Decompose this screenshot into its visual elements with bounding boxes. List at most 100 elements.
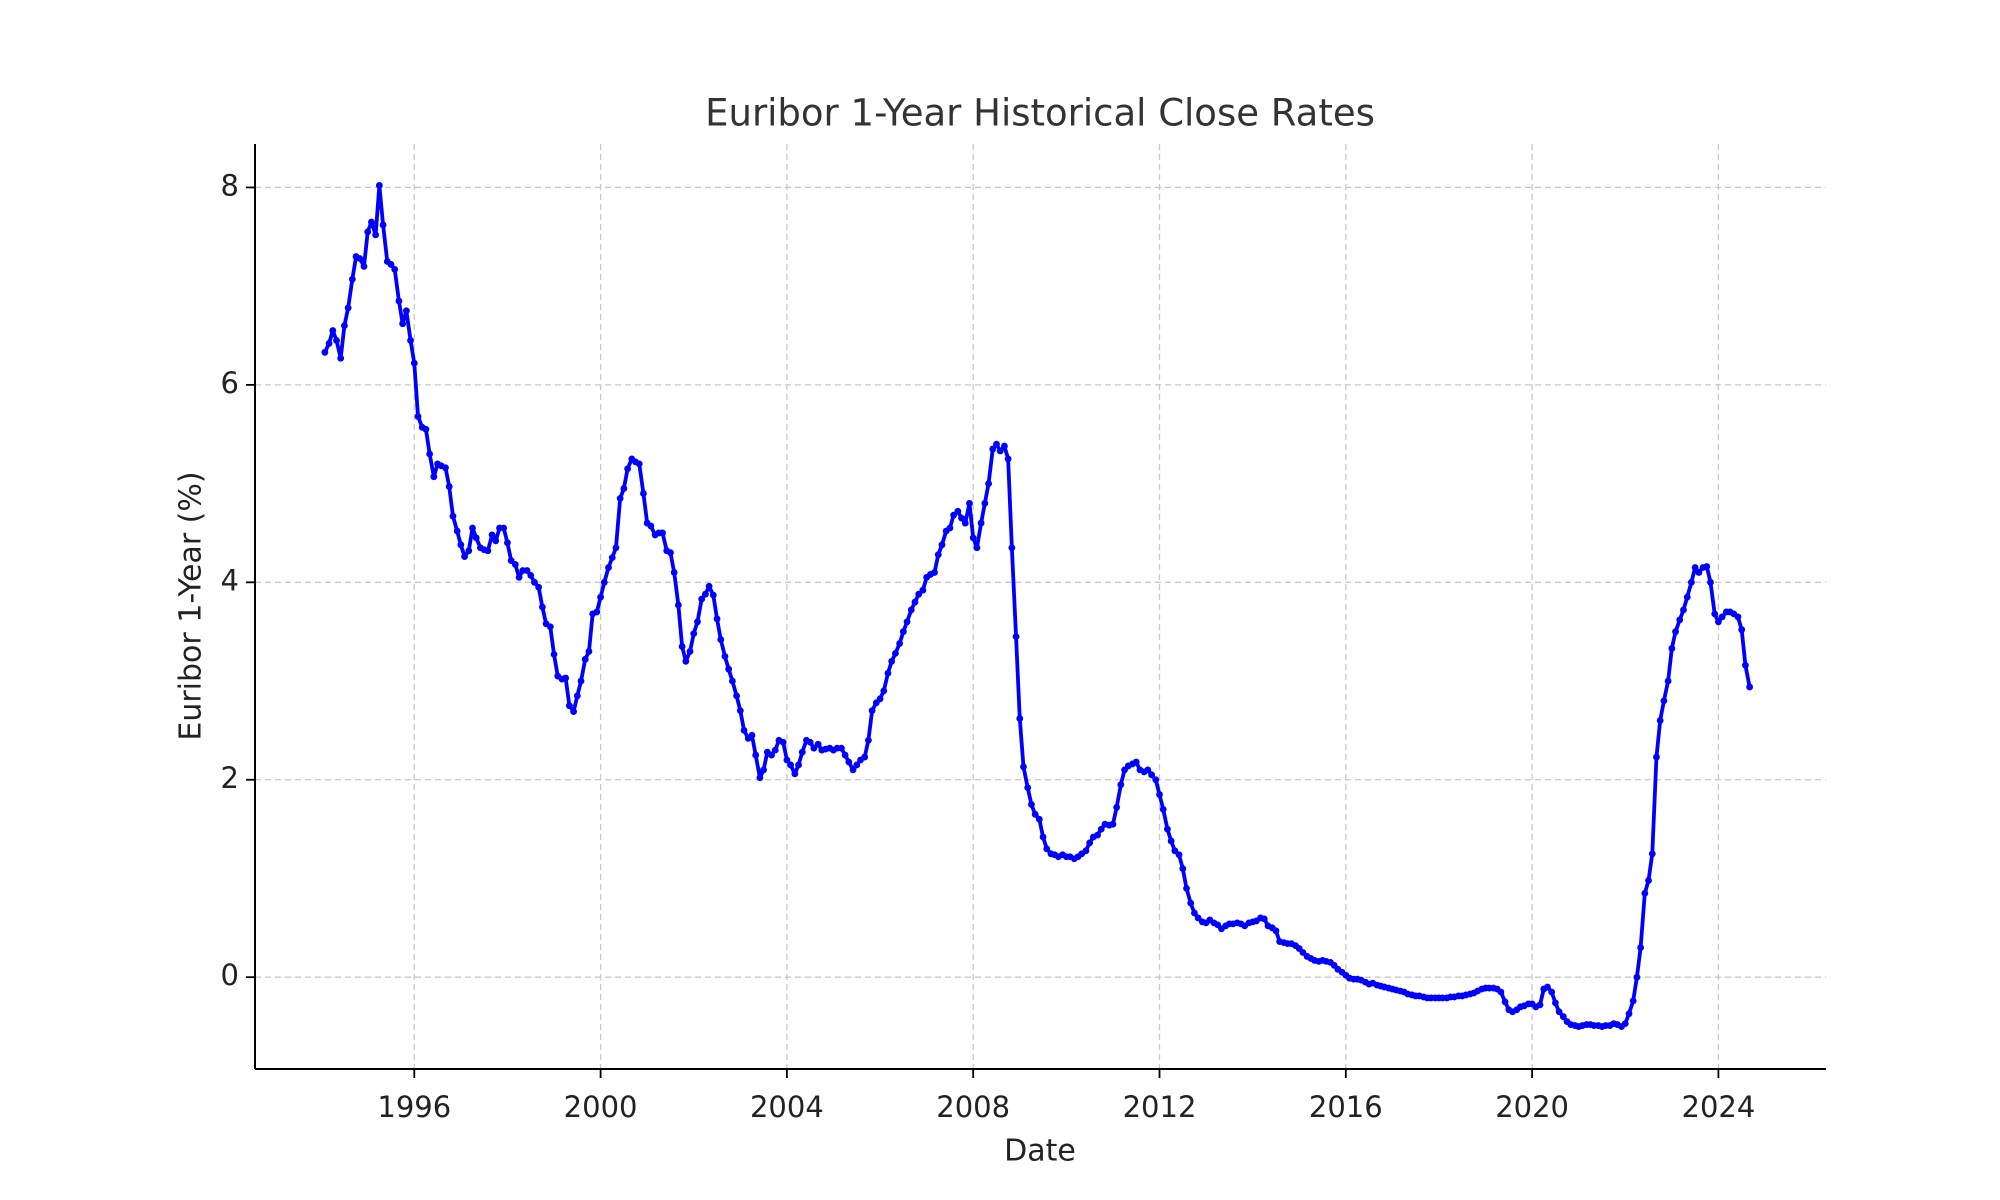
data-point [364, 228, 372, 236]
data-point [442, 464, 449, 472]
data-point [1641, 889, 1649, 897]
data-point [1001, 442, 1008, 450]
data-point [1645, 877, 1652, 884]
data-point [391, 265, 399, 273]
data-point [876, 695, 884, 703]
data-point [958, 514, 965, 522]
data-point [1742, 661, 1749, 669]
data-point [422, 425, 430, 433]
data-point [500, 524, 508, 532]
data-point [368, 218, 375, 226]
data-point [996, 447, 1004, 455]
data-point [1680, 606, 1687, 614]
data-point [1738, 626, 1746, 634]
data-point [1656, 717, 1664, 724]
data-point [1559, 1013, 1567, 1021]
data-point [546, 623, 554, 631]
data-point [1179, 865, 1187, 872]
x-tick-label: 2004 [750, 1090, 824, 1124]
data-point [709, 591, 717, 599]
data-point [426, 450, 434, 458]
data-point [1113, 803, 1121, 811]
data-point [515, 573, 523, 581]
data-point [535, 583, 543, 591]
data-point [562, 674, 570, 682]
data-point [969, 534, 977, 542]
data-point [946, 524, 954, 532]
data-point [977, 519, 985, 527]
data-point [1144, 766, 1152, 774]
data-point [1664, 677, 1672, 685]
data-point [1691, 564, 1699, 571]
data-point [1683, 593, 1691, 601]
data-point [1187, 899, 1195, 907]
y-tick-label: 6 [221, 366, 239, 400]
data-point [973, 544, 981, 552]
data-point [570, 708, 577, 716]
data-point [1497, 988, 1505, 996]
data-point [1668, 645, 1676, 652]
data-point [1167, 837, 1175, 845]
data-point [678, 643, 686, 650]
data-point [841, 751, 849, 759]
data-point [733, 692, 740, 700]
data-point [682, 657, 690, 665]
data-point [748, 731, 756, 739]
data-point [1031, 810, 1039, 818]
x-tick-label: 2024 [1682, 1090, 1756, 1124]
data-point [1625, 1010, 1633, 1018]
data-point [934, 551, 942, 559]
data-point [360, 263, 368, 270]
data-point [694, 618, 701, 626]
data-point [1672, 628, 1679, 636]
data-point [511, 561, 519, 568]
data-point [1148, 771, 1155, 779]
data-point [1660, 697, 1668, 705]
x-tick-label: 2016 [1309, 1090, 1383, 1124]
data-point [1164, 825, 1171, 833]
data-point [903, 618, 911, 626]
data-point [410, 359, 418, 367]
data-point [1191, 909, 1198, 917]
data-point [1272, 927, 1280, 935]
data-point [407, 337, 414, 344]
data-point [325, 340, 333, 347]
data-point [690, 630, 698, 638]
data-point [837, 744, 845, 752]
chart-title: Euribor 1-Year Historical Close Rates [705, 92, 1375, 135]
data-point [931, 569, 938, 576]
data-point [686, 648, 694, 655]
data-point [907, 606, 915, 614]
data-point [853, 761, 861, 769]
x-tick-label: 1996 [377, 1090, 451, 1124]
data-point [713, 615, 721, 623]
data-point [1043, 845, 1051, 853]
data-point [1039, 833, 1047, 841]
data-point [1024, 784, 1032, 792]
data-point [1653, 753, 1660, 761]
x-tick-label: 2008 [936, 1090, 1010, 1124]
data-point [608, 554, 616, 562]
data-point [865, 736, 872, 744]
data-point [573, 692, 581, 700]
data-point [600, 578, 608, 586]
data-point [593, 608, 601, 616]
data-point [721, 652, 729, 660]
data-point [1183, 884, 1190, 892]
data-point [472, 534, 480, 542]
data-point [981, 499, 989, 507]
data-point [414, 413, 422, 420]
data-point [581, 655, 589, 663]
data-point [1004, 455, 1012, 463]
data-point [402, 307, 410, 315]
data-point [752, 751, 760, 759]
x-tick-label: 2020 [1495, 1090, 1569, 1124]
data-point [888, 657, 896, 665]
data-point [647, 522, 655, 530]
data-point [523, 567, 531, 574]
data-point [333, 337, 340, 344]
data-point [771, 746, 779, 754]
data-point [880, 687, 888, 695]
data-point [337, 354, 345, 362]
